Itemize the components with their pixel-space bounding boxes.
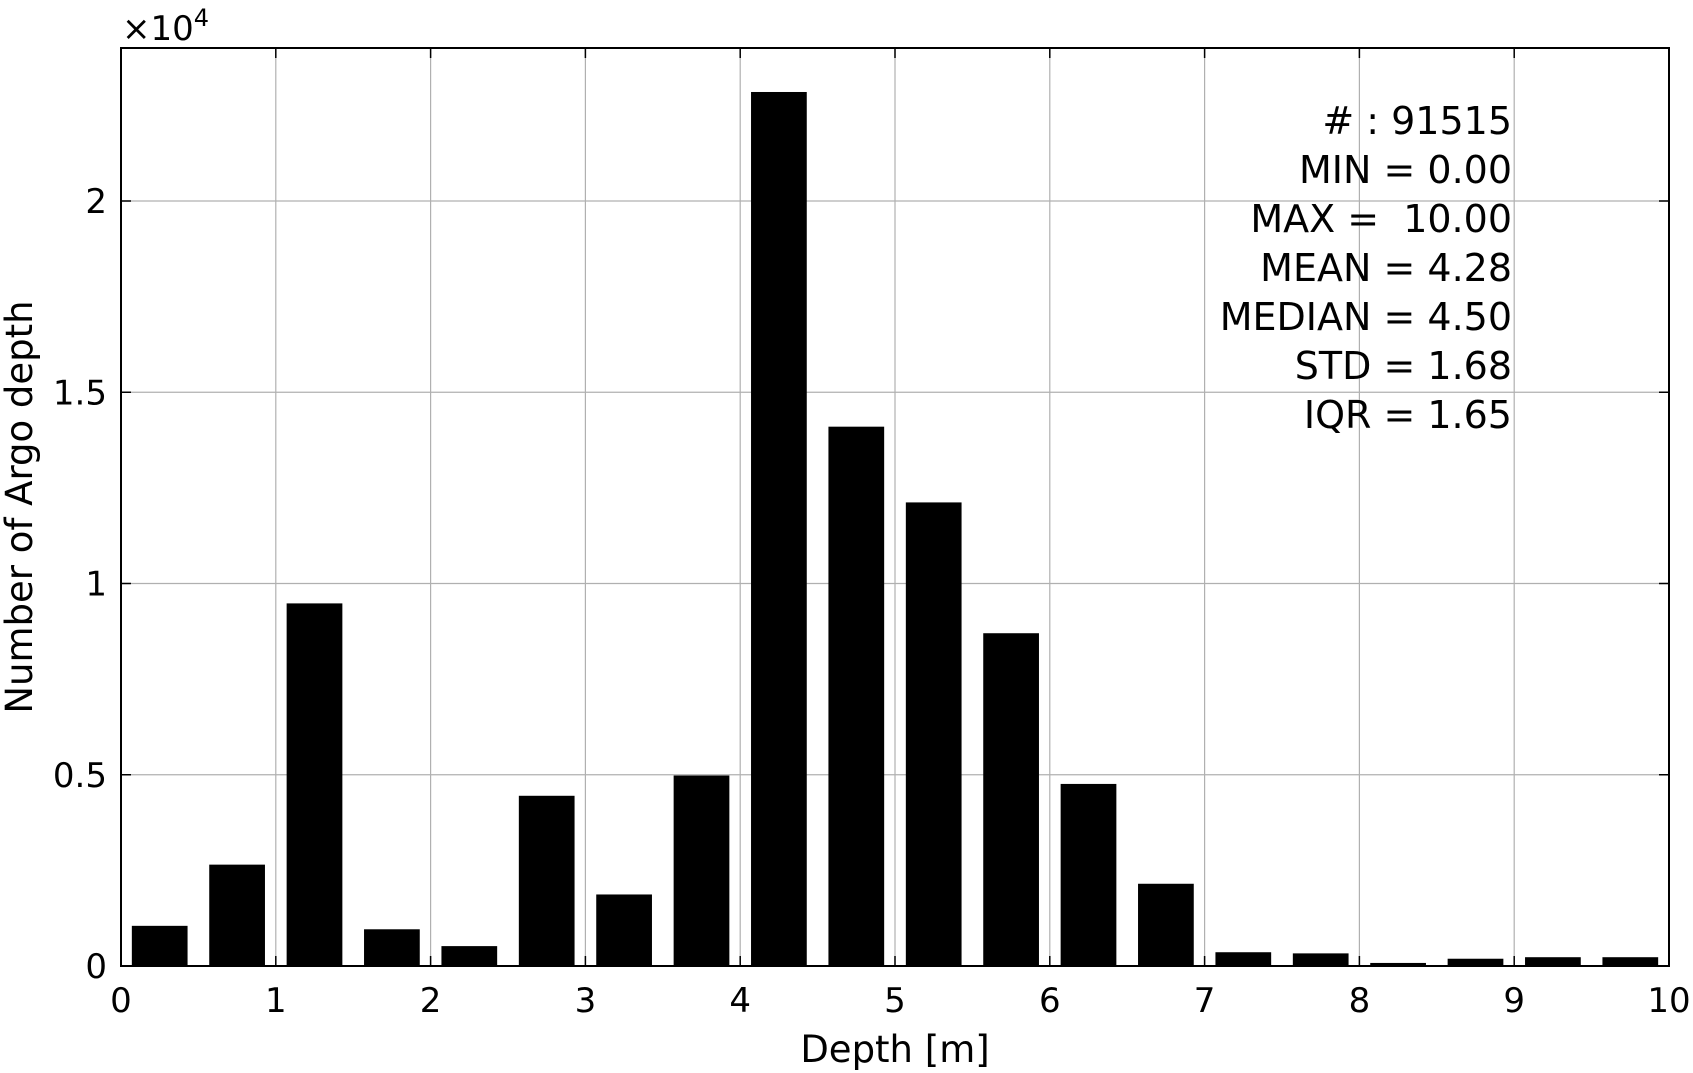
histogram-bar [441, 946, 498, 966]
histogram-bar [1525, 957, 1581, 966]
histogram-bar [1138, 883, 1194, 966]
histogram-bar [596, 894, 652, 966]
stats-annotation: # : 91515 MIN = 0.00 MAX = 10.00 MEAN = 4.2… [1220, 99, 1512, 437]
x-tick-label: 4 [729, 981, 751, 1021]
histogram-bar [1292, 953, 1349, 966]
y-tick-label: 1 [85, 565, 107, 605]
histogram-bar [828, 426, 885, 966]
x-tick-label: 7 [1194, 981, 1216, 1021]
histogram-bar [673, 775, 730, 966]
histogram-bar [1602, 957, 1659, 966]
stats-annotation-line: MAX = 10.00 [1250, 197, 1512, 241]
y-multiplier-base: ×10 [122, 9, 194, 49]
histogram-bar [1447, 958, 1504, 966]
stats-annotation-line: STD = 1.68 [1295, 344, 1512, 388]
histogram-bar [1215, 952, 1272, 966]
stats-annotation-line: MIN = 0.00 [1299, 148, 1512, 192]
histogram-bar [751, 91, 807, 967]
x-tick-label: 2 [420, 981, 442, 1021]
x-tick-label: 6 [1039, 981, 1061, 1021]
histogram-bar [209, 864, 265, 966]
y-multiplier-exponent: 4 [194, 4, 209, 32]
y-tick-label: 0 [85, 947, 107, 987]
y-axis-multiplier: ×104 [122, 4, 209, 49]
stats-annotation-line: IQR = 1.65 [1304, 393, 1512, 437]
x-tick-label: 5 [884, 981, 906, 1021]
histogram-bar [905, 502, 962, 966]
histogram-bar [364, 929, 420, 966]
histogram-bar [286, 603, 343, 966]
x-tick-label: 3 [575, 981, 597, 1021]
y-tick-labels: 0 0.5 1 1.5 2 [53, 182, 107, 987]
x-tick-label: 1 [265, 981, 287, 1021]
x-axis-label: Depth [m] [800, 1028, 989, 1071]
y-tick-label: 2 [85, 182, 107, 222]
tick-marks [120, 48, 1670, 967]
histogram-bar [131, 925, 188, 966]
grid-lines [121, 48, 1669, 966]
stats-annotation-line: MEAN = 4.28 [1260, 246, 1512, 290]
histogram-bar [983, 633, 1039, 966]
x-tick-labels: 0 1 2 3 4 5 6 7 8 9 10 [110, 981, 1690, 1021]
x-tick-label: 8 [1349, 981, 1371, 1021]
x-tick-label: 9 [1503, 981, 1525, 1021]
x-tick-label: 0 [110, 981, 132, 1021]
bars [131, 91, 1659, 967]
histogram-bar [518, 795, 575, 966]
y-axis-label: Number of Argo depth [0, 300, 41, 713]
y-tick-label: 0.5 [53, 756, 107, 796]
x-tick-label: 10 [1647, 981, 1690, 1021]
histogram-bar [1060, 783, 1117, 966]
stats-annotation-line: # : 91515 [1322, 99, 1512, 143]
stats-annotation-line: MEDIAN = 4.50 [1220, 295, 1512, 339]
y-tick-label: 1.5 [53, 373, 107, 413]
histogram-bar [1370, 962, 1426, 966]
